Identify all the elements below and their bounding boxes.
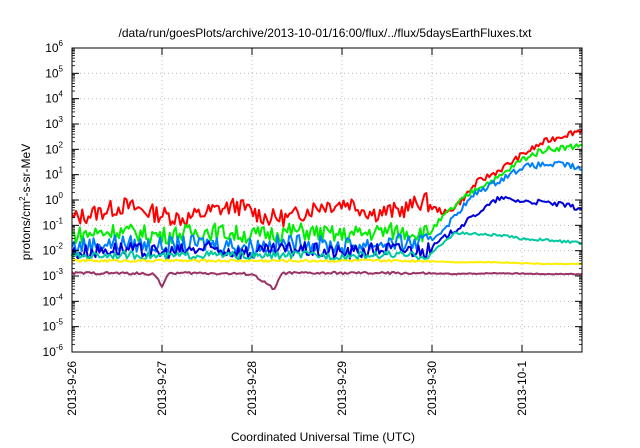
y-tick-exponent: 0	[59, 191, 64, 200]
axis-ticks	[71, 47, 582, 353]
y-tick-label: 10-5	[43, 318, 64, 334]
y-tick-label: 106	[45, 39, 63, 55]
y-tick-exponent: -3	[56, 267, 64, 276]
y-tick-base: 10	[43, 218, 57, 232]
x-tick-labels: 2013-9-26 2013-9-27 2013-9-28 2013-9-29 2013…	[65, 361, 529, 416]
y-tick-base: 10	[45, 117, 59, 131]
y-tick-label: 103	[45, 115, 63, 131]
y-axis-label: protons/cm2-s-sr-MeV	[18, 144, 33, 260]
y-tick-label: 10-1	[43, 216, 64, 232]
y-tick-exponent: 1	[59, 166, 64, 175]
y-tick-label: 10-3	[43, 267, 64, 283]
y-tick-label: 101	[45, 166, 63, 182]
y-tick-exponent: -4	[56, 292, 64, 301]
x-tick-label: 2013-9-29	[335, 361, 349, 416]
y-tick-labels: 10610510410310210110010-110-210-310-410-…	[43, 39, 64, 359]
y-tick-base: 10	[43, 294, 57, 308]
y-axis-label-main: protons/cm	[19, 201, 33, 260]
y-tick-exponent: -5	[56, 318, 64, 327]
y-tick-label: 100	[45, 191, 63, 207]
y-tick-label: 105	[45, 64, 63, 80]
y-tick-exponent: -6	[56, 343, 64, 352]
y-tick-exponent: -1	[56, 216, 64, 225]
grid-lines	[71, 48, 582, 352]
y-tick-label: 10-2	[43, 242, 64, 258]
y-axis-label-superscript: 2	[18, 196, 27, 201]
y-axis-label-rest: -s-sr-MeV	[19, 144, 33, 197]
series-line-5	[71, 231, 583, 261]
x-tick-label: 2013-9-30	[425, 361, 439, 416]
series-line-7	[71, 270, 583, 291]
x-tick-label: 2013-9-28	[245, 361, 259, 416]
y-tick-exponent: 5	[59, 64, 64, 73]
y-tick-base: 10	[43, 244, 57, 258]
y-tick-label: 10-6	[43, 343, 64, 359]
y-tick-base: 10	[43, 269, 57, 283]
chart-title: /data/run/goesPlots/archive/2013-10-01/1…	[119, 26, 533, 40]
y-tick-base: 10	[45, 41, 59, 55]
y-tick-base: 10	[45, 168, 59, 182]
y-tick-exponent: 2	[59, 140, 64, 149]
y-tick-label: 104	[45, 90, 63, 106]
x-tick-label: 2013-10-1	[515, 361, 529, 416]
y-tick-base: 10	[45, 92, 59, 106]
series-layer	[71, 129, 583, 291]
x-axis-label: Coordinated Universal Time (UTC)	[231, 430, 415, 444]
x-tick-label: 2013-9-26	[65, 361, 79, 416]
series-line-1	[71, 129, 583, 228]
y-tick-label: 102	[45, 140, 63, 156]
series-line-6	[71, 258, 583, 266]
y-tick-exponent: 4	[59, 90, 64, 99]
y-tick-base: 10	[43, 320, 57, 334]
series-line-2	[71, 143, 583, 245]
y-tick-base: 10	[45, 193, 59, 207]
y-tick-base: 10	[45, 66, 59, 80]
y-tick-exponent: 6	[59, 39, 64, 48]
y-tick-exponent: 3	[59, 115, 64, 124]
y-tick-exponent: -2	[56, 242, 64, 251]
y-tick-base: 10	[43, 345, 57, 359]
y-tick-base: 10	[45, 142, 59, 156]
x-tick-label: 2013-9-27	[155, 361, 169, 416]
series-line-4	[71, 195, 583, 262]
y-tick-label: 10-4	[43, 292, 64, 308]
